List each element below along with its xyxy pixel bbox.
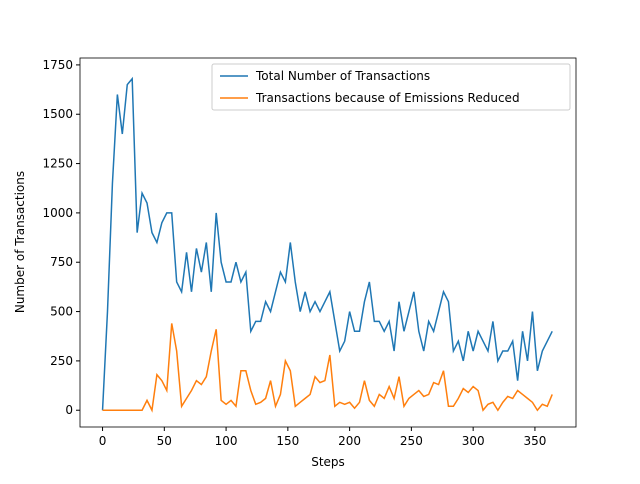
y-tick-label: 500 (50, 305, 73, 319)
legend-label: Transactions because of Emissions Reduce… (255, 91, 520, 105)
y-tick-label: 1250 (42, 157, 73, 171)
x-tick-label: 200 (338, 434, 361, 448)
x-tick-label: 250 (400, 434, 423, 448)
x-axis-label: Steps (311, 455, 345, 469)
y-tick-label: 250 (50, 354, 73, 368)
x-tick-label: 100 (215, 434, 238, 448)
legend-label: Total Number of Transactions (255, 69, 430, 83)
x-tick-label: 50 (157, 434, 172, 448)
legend-box (211, 63, 571, 111)
y-tick-label: 1000 (42, 206, 73, 220)
plot-frame (79, 57, 577, 428)
y-axis-label: Number of Transactions (13, 171, 27, 313)
y-tick-label: 1750 (42, 58, 73, 72)
x-tick-label: 150 (276, 434, 299, 448)
x-tick-label: 0 (99, 434, 107, 448)
data-line (102, 323, 553, 413)
y-tick-label: 750 (50, 255, 73, 269)
y-tick-label: 1500 (42, 107, 73, 121)
x-tick-label: 350 (523, 434, 546, 448)
data-line (101, 76, 553, 411)
x-tick-label: 300 (462, 434, 485, 448)
y-tick-label: 0 (65, 403, 73, 417)
